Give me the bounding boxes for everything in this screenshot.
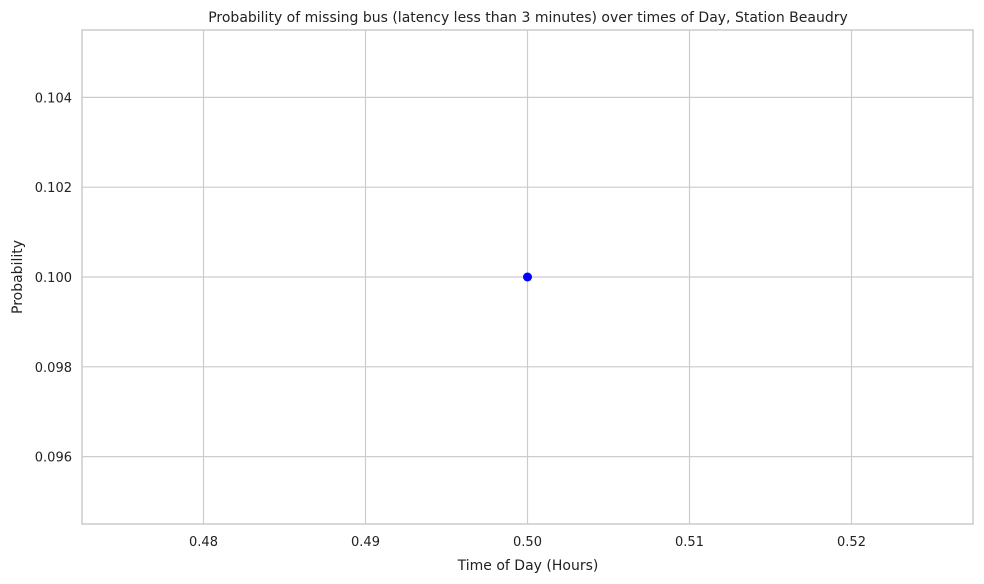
y-tick-label: 0.098 [35,361,72,376]
x-tick-label: 0.49 [351,535,380,550]
plot-frame [81,29,974,525]
y-axis-ticks: 0.096 0.098 0.100 0.102 0.104 [35,91,72,465]
y-axis-label: Probability [10,240,26,314]
x-tick-label: 0.52 [837,535,866,550]
x-tick-label: 0.51 [675,535,704,550]
data-point [523,272,532,282]
grid [82,30,973,524]
x-axis-ticks: 0.48 0.49 0.50 0.51 0.52 [189,535,866,550]
y-tick-label: 0.096 [35,451,72,466]
x-axis-label: Time of Day (Hours) [457,558,599,574]
y-tick-label: 0.104 [35,91,72,106]
data-points [523,272,532,282]
y-tick-label: 0.100 [35,271,72,286]
y-tick-label: 0.102 [35,181,72,196]
x-tick-label: 0.48 [189,535,218,550]
chart-title: Probability of missing bus (latency less… [208,10,848,26]
x-tick-label: 0.50 [513,535,542,550]
